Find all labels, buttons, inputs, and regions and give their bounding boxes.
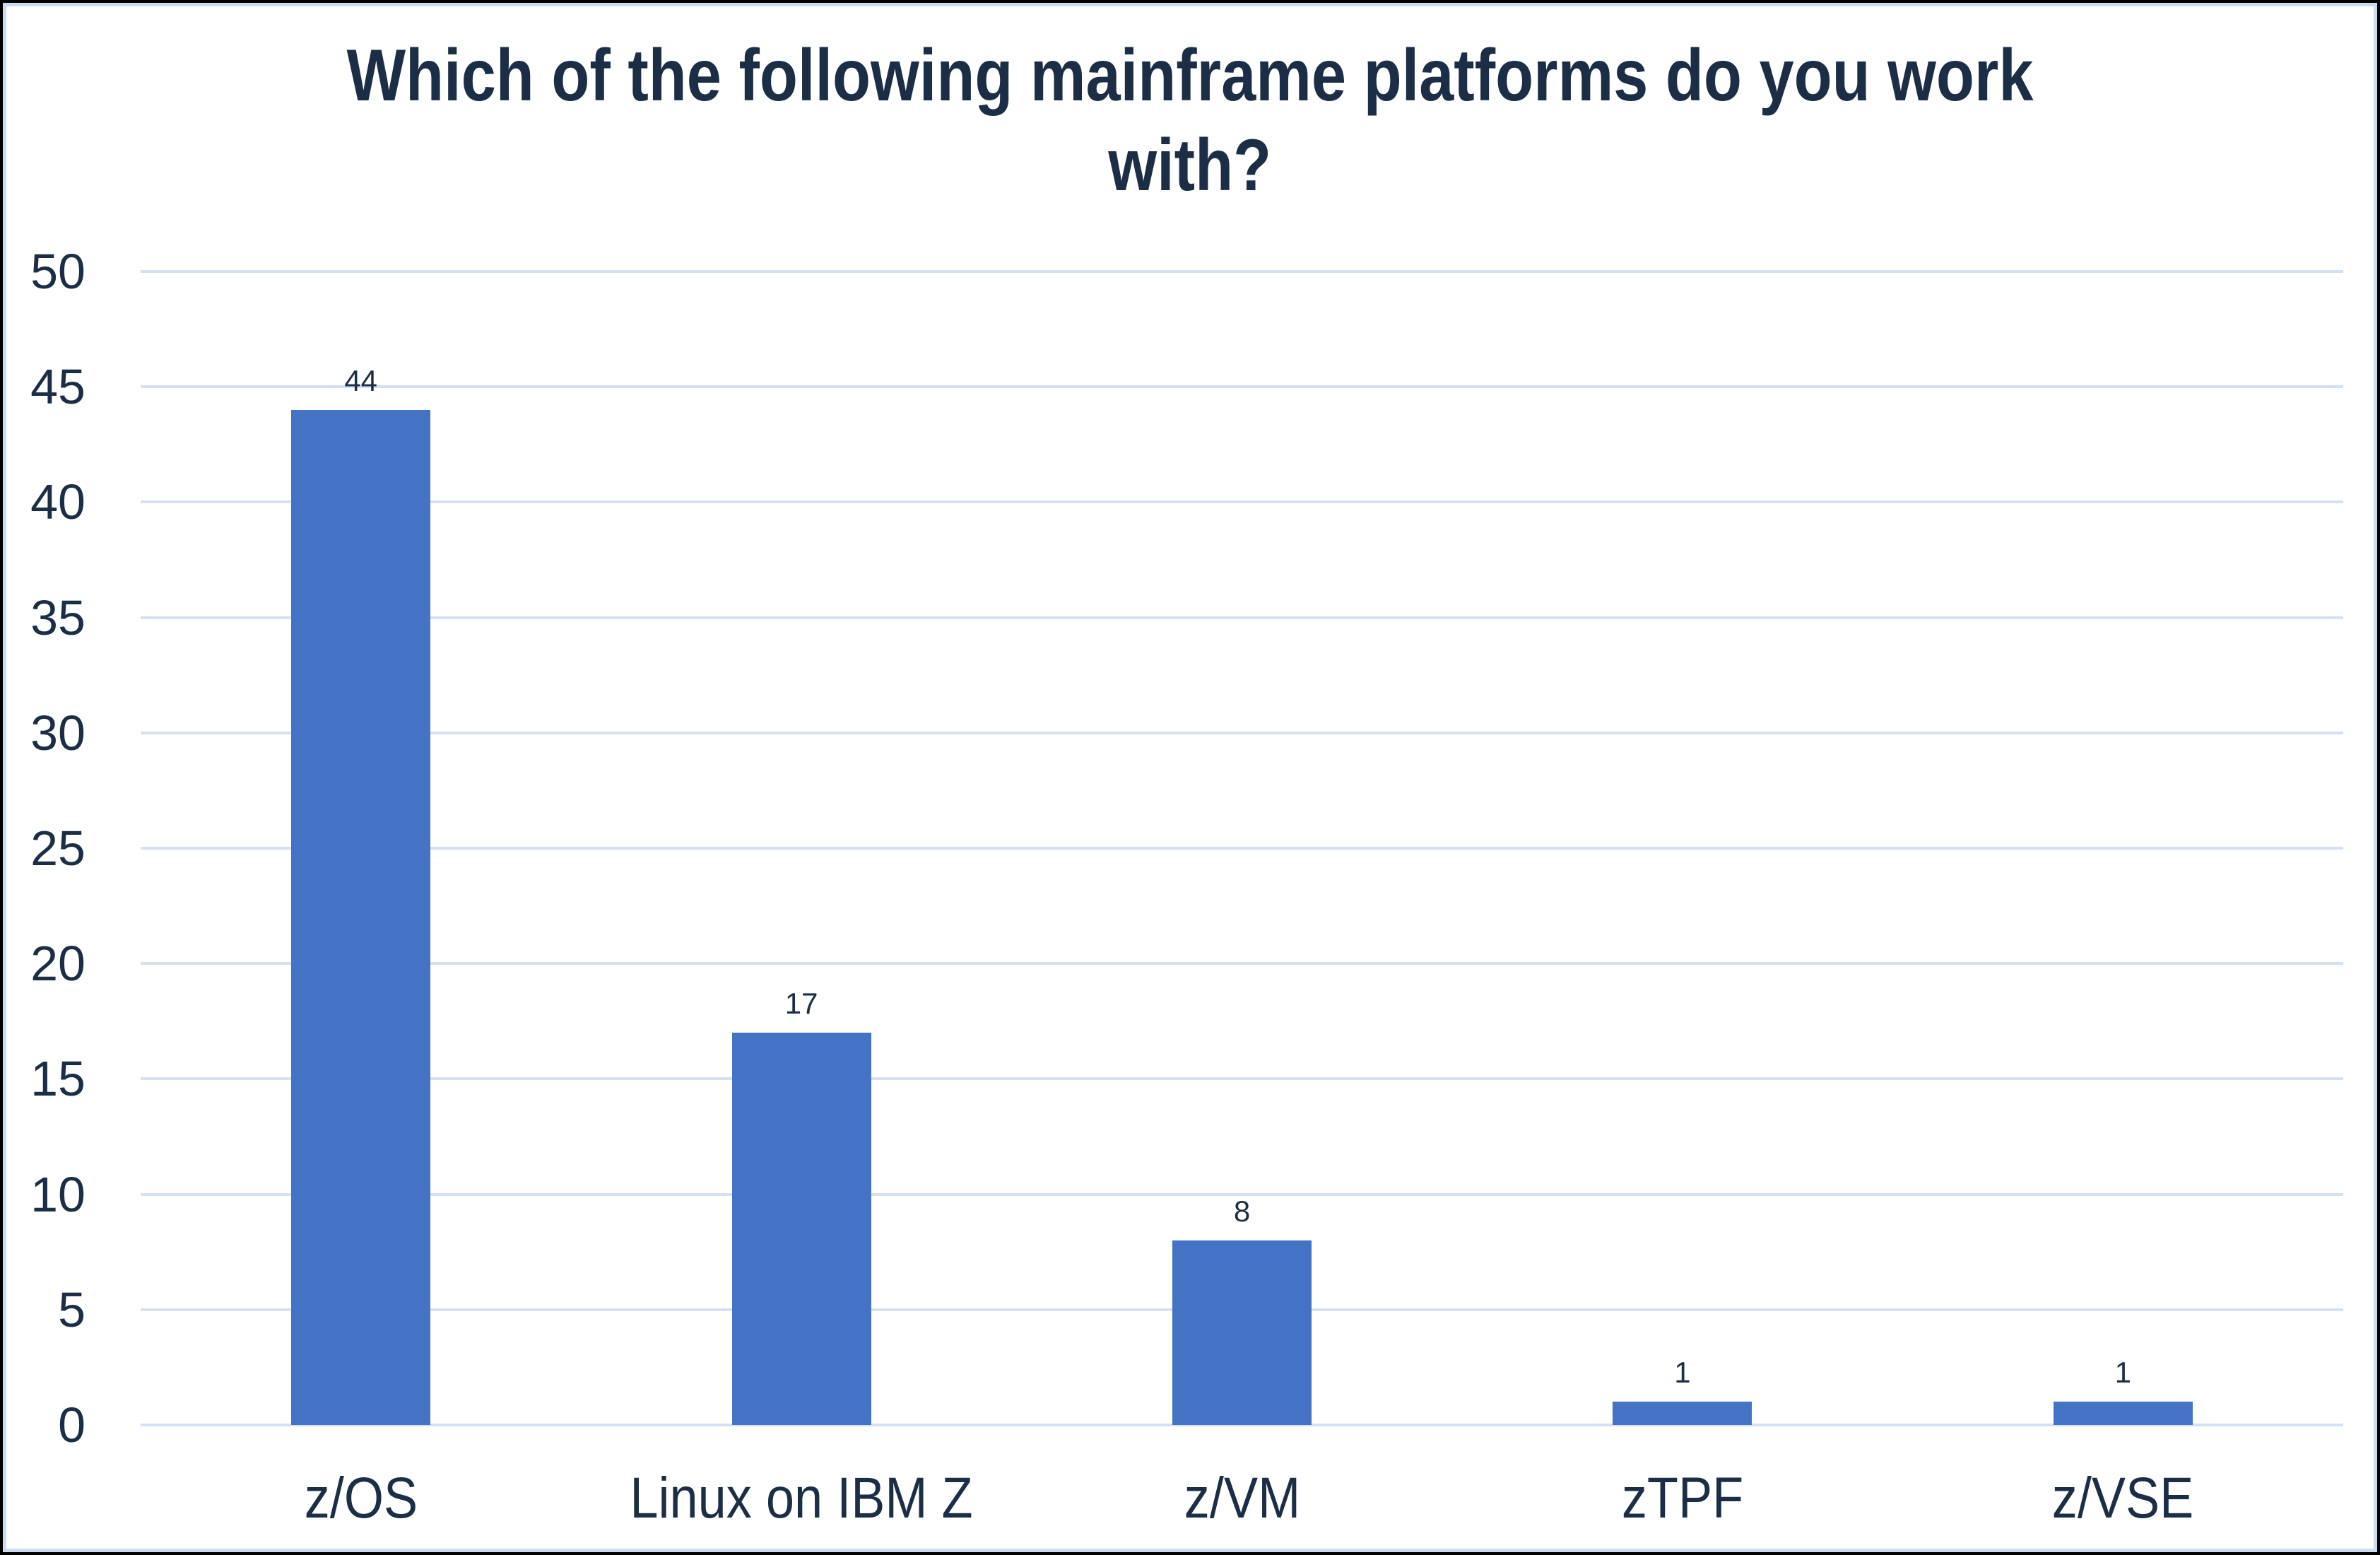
x-category-label-zTPF: zTPF bbox=[1621, 1466, 1744, 1530]
chart-title: Which of the following mainframe platfor… bbox=[3, 31, 2377, 211]
plot-area: 0 5 10 15 20 25 30 35 40 45 50 44 z/OS 17 Linux on IBM… bbox=[30, 247, 2343, 1527]
chart-title-line-2: with? bbox=[1108, 124, 1272, 206]
gridline-y-25 bbox=[141, 847, 2343, 850]
gridline-y-45 bbox=[141, 385, 2343, 389]
data-label-zTPF: 1 bbox=[1674, 1356, 1691, 1390]
y-tick-label-5: 5 bbox=[58, 1281, 86, 1337]
x-category-label-z/OS: z/OS bbox=[304, 1466, 418, 1530]
gridline-y-35 bbox=[141, 616, 2343, 619]
y-tick-label-0: 0 bbox=[58, 1397, 86, 1453]
y-tick-label-35: 35 bbox=[30, 589, 86, 645]
data-label-z/OS: 44 bbox=[344, 363, 378, 397]
y-tick-label-40: 40 bbox=[30, 474, 86, 530]
bar-Linux on IBM Z bbox=[731, 1033, 871, 1425]
y-tick-label-10: 10 bbox=[30, 1166, 86, 1222]
gridline-y-0 bbox=[141, 1424, 2343, 1426]
data-label-z/VSE: 1 bbox=[2114, 1356, 2131, 1390]
data-label-Linux on IBM Z: 17 bbox=[784, 987, 818, 1021]
y-tick-label-20: 20 bbox=[30, 936, 86, 992]
bar-zTPF bbox=[1613, 1402, 1752, 1425]
gridline-y-50 bbox=[141, 270, 2343, 273]
bar-z/VM bbox=[1172, 1240, 1312, 1425]
data-label-z/VM: 8 bbox=[1233, 1194, 1251, 1228]
y-tick-label-50: 50 bbox=[30, 244, 86, 299]
y-tick-label-45: 45 bbox=[30, 359, 86, 415]
y-tick-label-15: 15 bbox=[30, 1051, 86, 1107]
chart-title-line-1: Which of the following mainframe platfor… bbox=[346, 35, 2034, 117]
x-category-label-z/VSE: z/VSE bbox=[2052, 1466, 2194, 1530]
gridline-y-30 bbox=[141, 731, 2343, 734]
bar-z/OS bbox=[291, 409, 431, 1425]
y-tick-label-30: 30 bbox=[30, 705, 86, 761]
y-tick-label-25: 25 bbox=[30, 821, 86, 876]
gridline-y-40 bbox=[141, 500, 2343, 504]
gridline-y-20 bbox=[141, 962, 2343, 966]
bar-z/VSE bbox=[2053, 1402, 2193, 1425]
x-category-label-z/VM: z/VM bbox=[1184, 1466, 1300, 1530]
gridline-y-15 bbox=[141, 1077, 2343, 1081]
x-category-label-Linux on IBM Z: Linux on IBM Z bbox=[630, 1466, 973, 1530]
gridline-y-10 bbox=[141, 1192, 2343, 1196]
